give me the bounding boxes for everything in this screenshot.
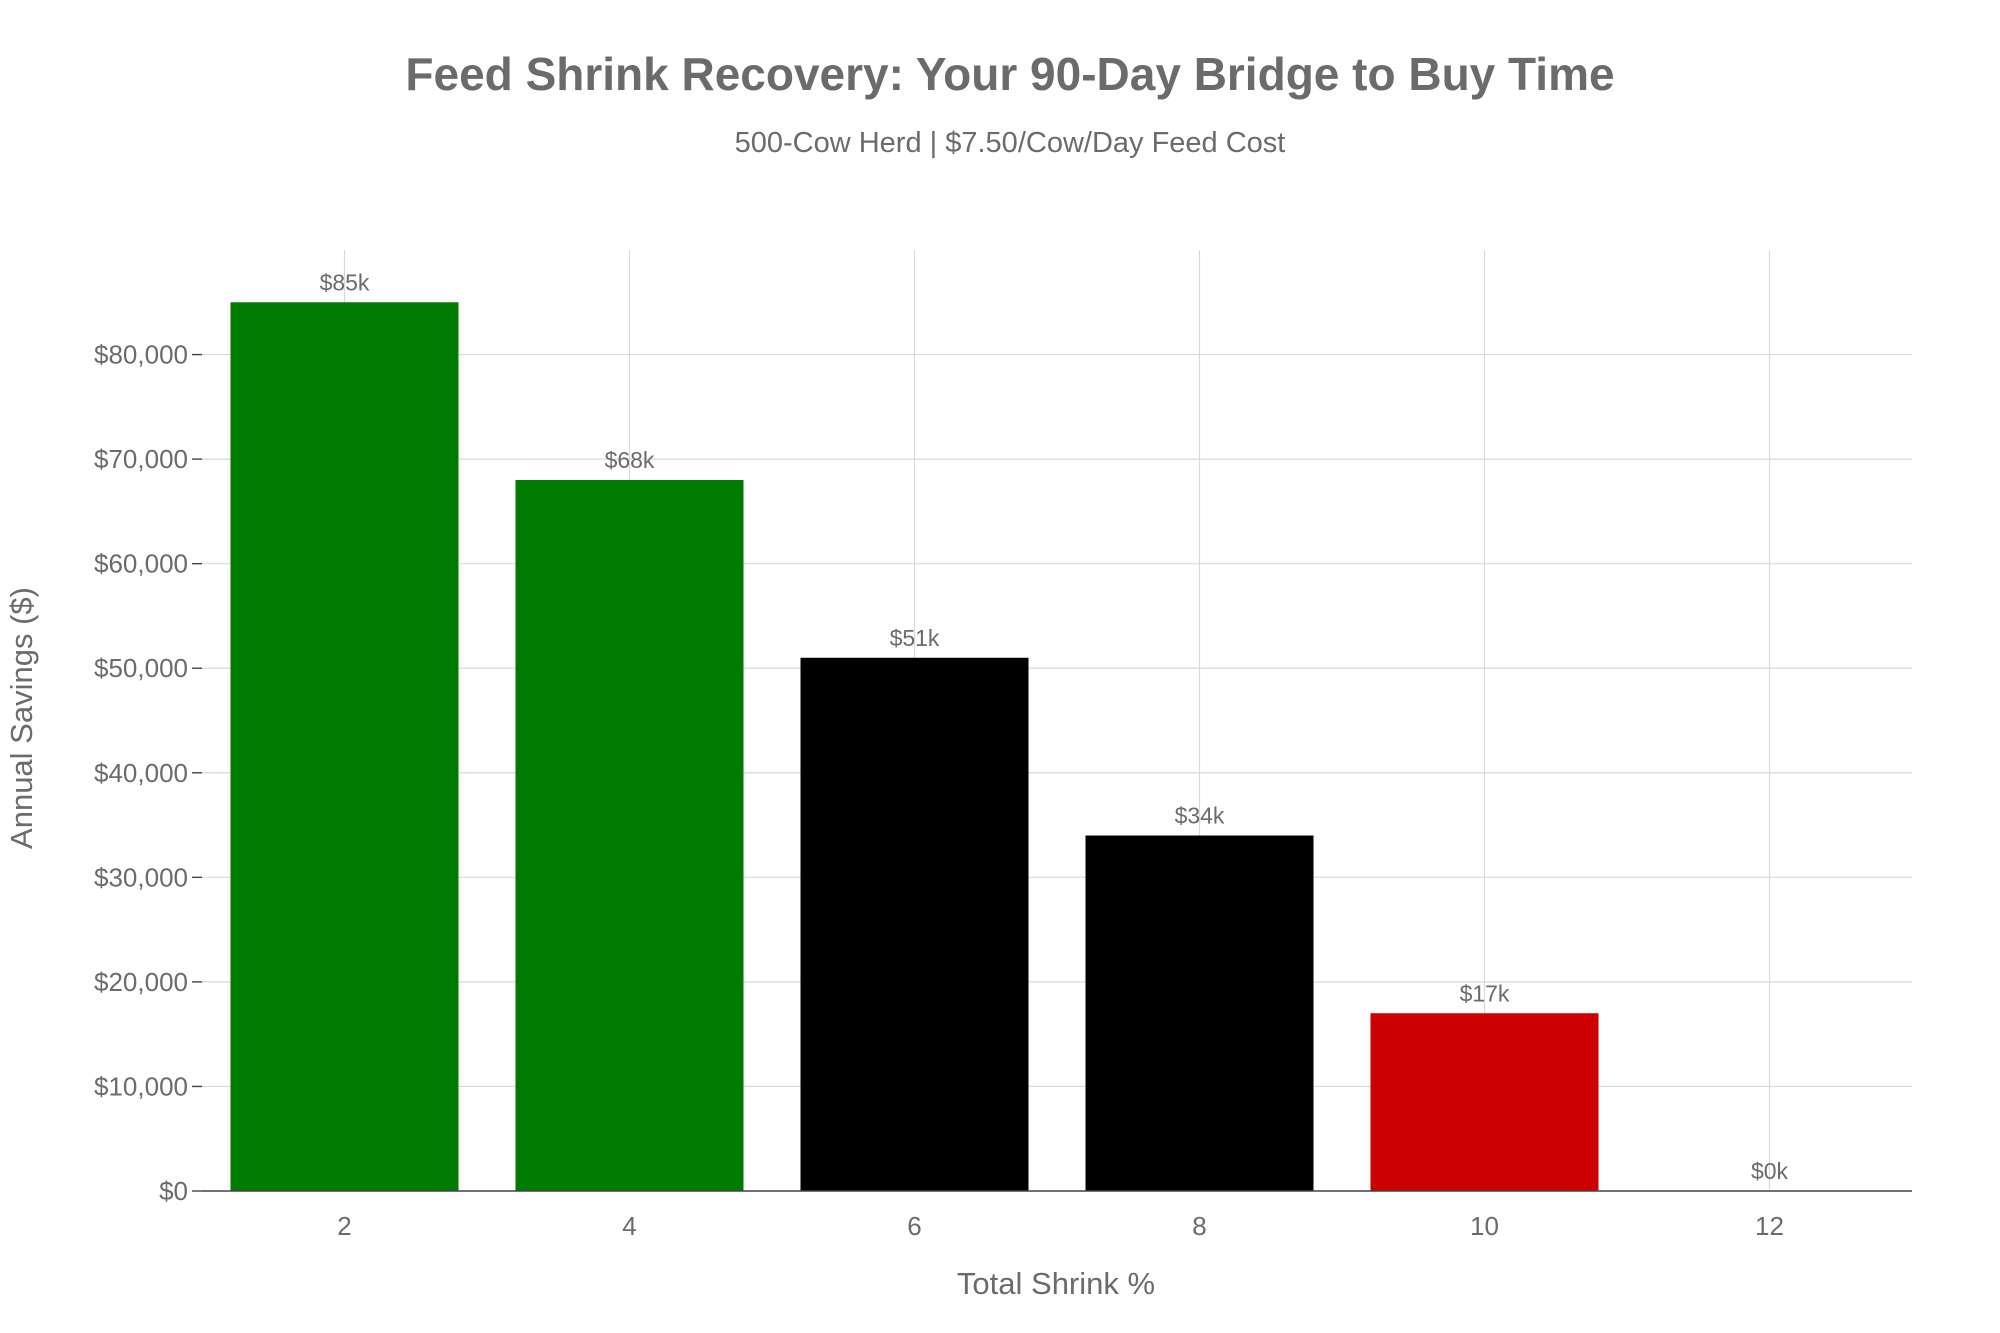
x-axis-title: Total Shrink % [957,1266,1155,1301]
chart-title: Feed Shrink Recovery: Your 90-Day Bridge… [405,48,1614,100]
bar-data-label: $51k [890,625,940,651]
x-tick-label: 8 [1192,1211,1206,1241]
y-tick-label: $50,000 [94,653,188,683]
chart-subtitle: 500-Cow Herd | $7.50/Cow/Day Feed Cost [735,127,1286,159]
x-tick-label: 4 [622,1211,636,1241]
bar-data-label: $34k [1175,803,1225,829]
bar [1085,835,1314,1191]
x-tick-label: 2 [337,1211,351,1241]
y-tick-label: $20,000 [94,967,188,997]
bars [230,302,1599,1191]
y-tick-label: $0 [159,1176,188,1206]
x-tick-label: 10 [1470,1211,1499,1241]
y-tick-label: $30,000 [94,862,188,892]
bar [1370,1013,1599,1191]
bar-data-label: $85k [320,269,370,295]
y-tick-label: $80,000 [94,340,188,370]
x-tick-label: 12 [1755,1211,1784,1241]
bar-data-label: $17k [1460,980,1510,1006]
bar-data-label: $0k [1751,1158,1789,1184]
y-tick-label: $70,000 [94,444,188,474]
x-tick-label: 6 [907,1211,921,1241]
y-tick-label: $40,000 [94,758,188,788]
y-tick-label: $60,000 [94,549,188,579]
y-axis-title: Annual Savings ($) [4,587,39,849]
bar [515,480,744,1191]
bar [230,302,459,1191]
data-labels: $85k $68k $51k $34k $17k $0k [320,269,1789,1184]
bar [800,657,1029,1191]
y-tick-label: $10,000 [94,1071,188,1101]
axes: $0 $10,000 $20,000 $30,000 $40,000 $50,000 $60… [94,340,1912,1241]
bar-data-label: $68k [605,447,655,473]
